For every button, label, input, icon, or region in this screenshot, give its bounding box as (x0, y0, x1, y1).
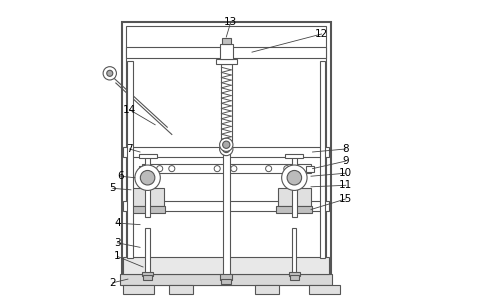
Bar (123, 147, 329, 157)
Text: 12: 12 (315, 29, 328, 39)
Text: 7: 7 (126, 144, 133, 154)
Bar (145, 157, 150, 217)
Bar (221, 64, 232, 142)
Text: 2: 2 (109, 278, 116, 288)
Bar (123, 285, 154, 294)
Bar (120, 274, 332, 285)
Bar (306, 166, 314, 172)
Circle shape (157, 166, 163, 172)
Bar (169, 285, 193, 294)
Circle shape (220, 138, 233, 151)
Circle shape (282, 165, 307, 190)
Text: 3: 3 (114, 238, 120, 248)
Circle shape (103, 67, 116, 80)
Bar (220, 274, 232, 280)
Bar (123, 257, 329, 274)
Text: 10: 10 (339, 168, 352, 178)
Bar (139, 166, 146, 172)
Bar (142, 271, 153, 276)
Circle shape (266, 166, 272, 172)
Bar (289, 271, 300, 276)
Bar (142, 164, 311, 173)
Text: 9: 9 (343, 156, 349, 166)
Bar (146, 228, 150, 273)
Circle shape (169, 166, 175, 172)
Bar (143, 275, 152, 280)
Circle shape (145, 166, 151, 172)
Bar (276, 206, 312, 212)
Circle shape (214, 166, 220, 172)
Circle shape (284, 166, 290, 172)
Text: 4: 4 (114, 218, 120, 228)
Bar (220, 44, 233, 59)
Bar (127, 26, 326, 281)
Bar (128, 61, 133, 258)
Text: 13: 13 (224, 17, 237, 27)
Bar (139, 154, 157, 158)
Bar (285, 154, 303, 158)
Circle shape (220, 142, 233, 156)
Text: 5: 5 (109, 183, 116, 193)
Bar (127, 47, 326, 58)
Circle shape (223, 141, 230, 148)
Circle shape (135, 165, 160, 190)
Text: 8: 8 (343, 144, 349, 154)
Bar (216, 59, 237, 64)
Bar (292, 157, 297, 217)
Text: 1: 1 (114, 251, 120, 261)
Bar (221, 279, 231, 284)
Circle shape (231, 166, 237, 172)
Circle shape (223, 145, 230, 153)
Bar (123, 201, 329, 211)
Bar (292, 228, 296, 273)
Bar (131, 188, 164, 206)
Circle shape (140, 171, 155, 185)
Text: 11: 11 (339, 180, 352, 190)
Bar (130, 206, 165, 212)
Bar (222, 38, 230, 44)
Bar (309, 285, 340, 294)
Bar (255, 285, 279, 294)
Text: 15: 15 (339, 194, 352, 204)
Bar (278, 188, 311, 206)
Text: 14: 14 (123, 105, 136, 115)
Bar (122, 22, 331, 285)
Text: 6: 6 (117, 171, 123, 181)
Bar (320, 61, 325, 258)
Circle shape (287, 171, 301, 185)
Circle shape (107, 70, 113, 76)
Bar (290, 275, 298, 280)
Bar (223, 150, 230, 275)
